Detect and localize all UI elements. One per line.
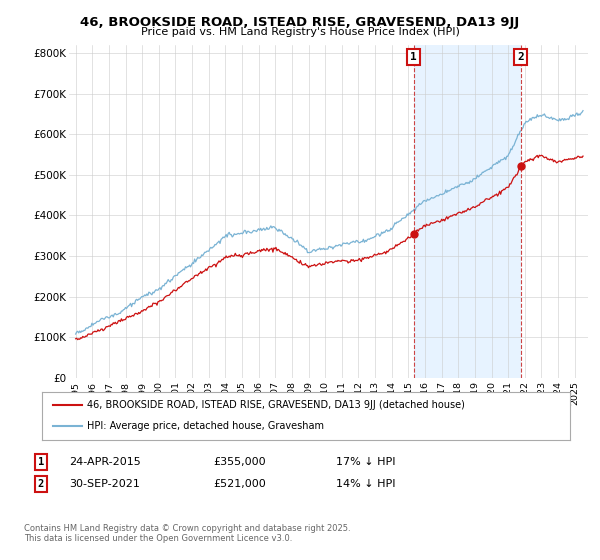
- Text: HPI: Average price, detached house, Gravesham: HPI: Average price, detached house, Grav…: [87, 421, 324, 431]
- Text: 2: 2: [517, 52, 524, 62]
- Text: Price paid vs. HM Land Registry's House Price Index (HPI): Price paid vs. HM Land Registry's House …: [140, 27, 460, 37]
- Text: 46, BROOKSIDE ROAD, ISTEAD RISE, GRAVESEND, DA13 9JJ (detached house): 46, BROOKSIDE ROAD, ISTEAD RISE, GRAVESE…: [87, 400, 465, 410]
- Text: £355,000: £355,000: [213, 457, 266, 467]
- Text: 1: 1: [38, 457, 44, 467]
- Text: Contains HM Land Registry data © Crown copyright and database right 2025.
This d: Contains HM Land Registry data © Crown c…: [24, 524, 350, 543]
- Text: 14% ↓ HPI: 14% ↓ HPI: [336, 479, 395, 489]
- Text: 46, BROOKSIDE ROAD, ISTEAD RISE, GRAVESEND, DA13 9JJ: 46, BROOKSIDE ROAD, ISTEAD RISE, GRAVESE…: [80, 16, 520, 29]
- Bar: [413, 45, 521, 378]
- Text: 1: 1: [410, 52, 417, 62]
- Text: £521,000: £521,000: [213, 479, 266, 489]
- Text: 24-APR-2015: 24-APR-2015: [69, 457, 141, 467]
- Text: 2: 2: [38, 479, 44, 489]
- Text: 17% ↓ HPI: 17% ↓ HPI: [336, 457, 395, 467]
- Text: 30-SEP-2021: 30-SEP-2021: [69, 479, 140, 489]
